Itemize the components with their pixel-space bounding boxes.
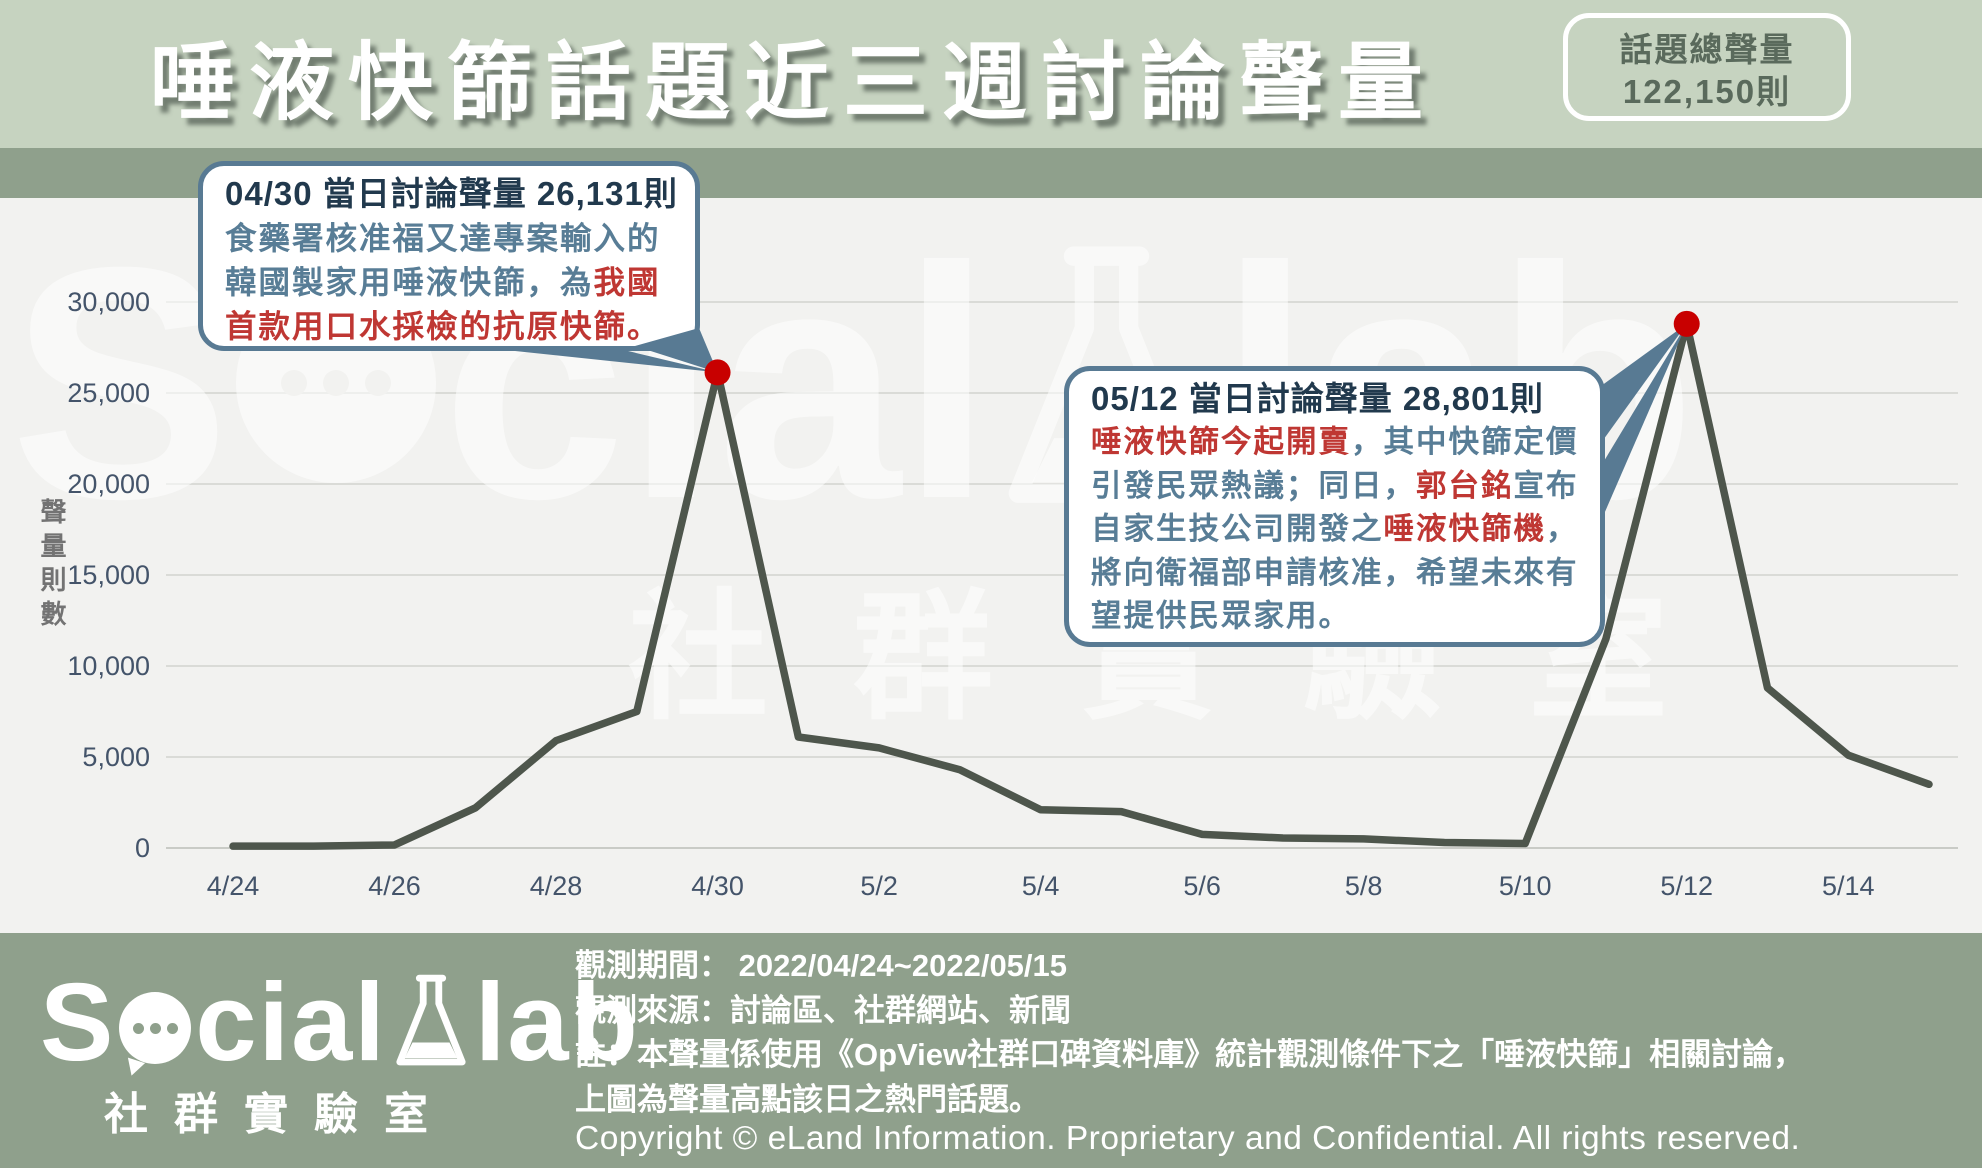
flask-icon — [396, 974, 466, 1066]
logo-text: lab — [474, 961, 640, 1084]
methodology-note-line2: 上圖為聲量高點該日之熱門話題。 — [575, 1081, 1040, 1117]
callout-line: 將向衛福部申請核准，希望未來有 — [1091, 552, 1580, 596]
logo-text: S — [40, 961, 116, 1084]
body-text: 自家生技公司開發之 — [1091, 512, 1384, 546]
highlighted-text: 我國 — [593, 264, 661, 300]
observation-sources: 觀測來源：討論區、社群網站、新聞 — [575, 992, 1071, 1028]
callout-body: 唾液快篩今起開賣，其中快篩定價 引發民眾熱議；同日，郭台銘宣布 自家生技公司開發之唾… — [1091, 421, 1580, 639]
body-text: 韓國製家用唾液快篩，為 — [225, 264, 594, 300]
header-bar: 唾液快篩話題近三週討論聲量 話題總聲量 122,150則 — [0, 0, 1982, 148]
body-text: 將向衛福部申請核准，希望未來有 — [1091, 555, 1579, 590]
copyright-notice: Copyright © eLand Information. Proprieta… — [575, 1120, 1801, 1157]
total-volume-badge: 話題總聲量 122,150則 — [1563, 13, 1851, 121]
footer-notes: 觀測期間： 2022/04/24~2022/05/15 觀測來源：討論區、社群網… — [575, 944, 1804, 1122]
callout-title: 04/30 當日討論聲量 26,131則 — [225, 175, 678, 212]
annotation-callout-0430: 04/30 當日討論聲量 26,131則 食藥署核准福又達專案輸入的 韓國製家用唾… — [198, 161, 700, 351]
callout-line: 自家生技公司開發之唾液快篩機， — [1091, 508, 1580, 552]
callout-line: 引發民眾熱議；同日，郭台銘宣布 — [1091, 465, 1580, 509]
page-title: 唾液快篩話題近三週討論聲量 — [150, 36, 1438, 131]
speech-bubble-icon — [119, 992, 192, 1064]
body-text: ， — [1546, 512, 1579, 546]
total-volume-value: 122,150則 — [1622, 73, 1792, 110]
footer-bar — [0, 933, 1982, 1168]
logo-text: cial — [195, 961, 387, 1084]
methodology-note-line1: 註：本聲量係使用《OpView社群口碑資料庫》統計觀測條件下之「唾液快篩」相關討… — [575, 1037, 1805, 1072]
watermark-text: S — [10, 198, 231, 567]
body-text: 食藥署核准福又達專案輸入的 — [225, 220, 661, 256]
observation-period: 觀測期間： 2022/04/24~2022/05/15 — [575, 948, 1068, 983]
highlighted-text: 首款用口水採檢的抗原快篩。 — [225, 308, 661, 344]
y-axis-title: 聲量則數 — [37, 498, 67, 634]
callout-line: 唾液快篩今起開賣，其中快篩定價 — [1091, 421, 1580, 465]
callout-line: 食藥署核准福又達專案輸入的 — [225, 216, 675, 260]
body-text: 引發民眾熱議；同日， — [1091, 468, 1416, 503]
highlighted-text: 唾液快篩今起開賣 — [1091, 425, 1351, 459]
callout-line: 首款用口水採檢的抗原快篩。 — [225, 304, 675, 348]
highlighted-text: 郭台銘 — [1416, 468, 1514, 503]
body-text: 宣布 — [1513, 468, 1579, 503]
annotation-callout-0512: 05/12 當日討論聲量 28,801則 唾液快篩今起開賣，其中快篩定價 引發民眾… — [1064, 366, 1605, 647]
callout-title: 05/12 當日討論聲量 28,801則 — [1091, 380, 1544, 417]
callout-body: 食藥署核准福又達專案輸入的 韓國製家用唾液快篩，為我國 首款用口水採檢的抗原快篩。 — [225, 216, 675, 348]
callout-line: 望提供民眾家用。 — [1091, 595, 1580, 639]
body-text: 望提供民眾家用。 — [1091, 599, 1351, 633]
logo-subtitle: 社群實驗室 — [104, 1090, 454, 1139]
body-text: ，其中快篩定價 — [1351, 425, 1579, 459]
callout-line: 韓國製家用唾液快篩，為我國 — [225, 260, 675, 304]
total-volume-label: 話題總聲量 — [1619, 31, 1795, 68]
highlighted-text: 唾液快篩機 — [1383, 512, 1546, 546]
